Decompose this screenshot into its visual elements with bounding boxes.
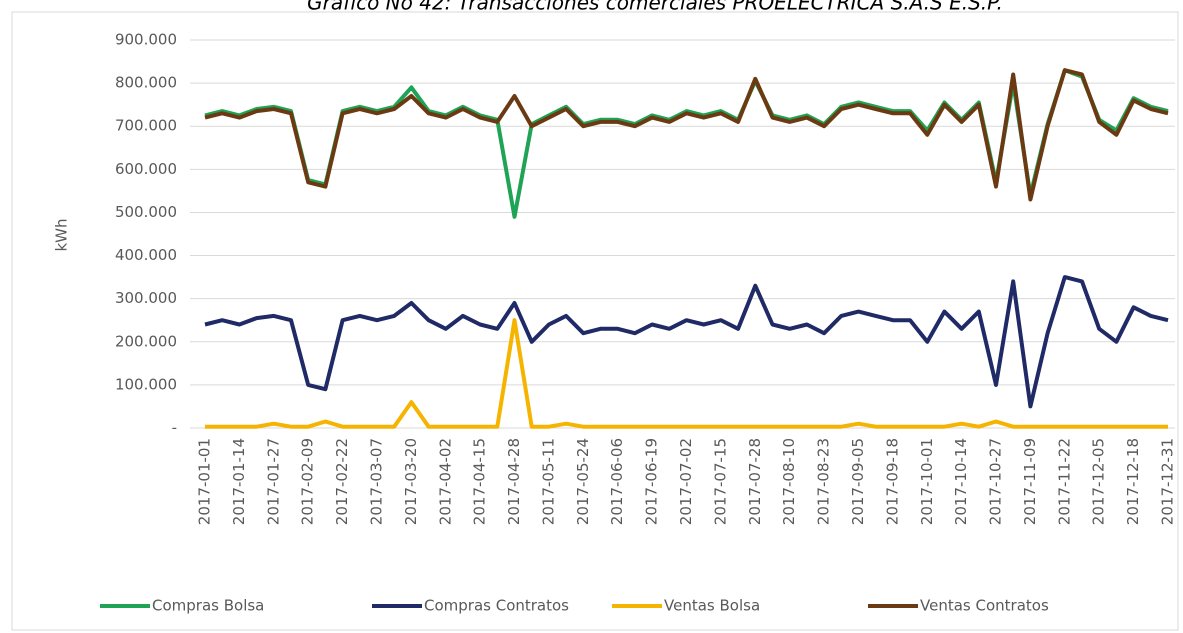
chart-title: Gráfico No 42: Transacciones comerciales… xyxy=(307,0,1003,15)
y-tick-label: - xyxy=(172,419,177,437)
y-tick-label: 900.000 xyxy=(115,31,177,49)
x-tick-label: 2017-04-02 xyxy=(436,438,454,525)
legend-label: Compras Contratos xyxy=(424,597,569,615)
x-tick-label: 2017-04-28 xyxy=(505,438,523,525)
y-axis-label: kWh xyxy=(53,218,71,251)
y-tick-label: 700.000 xyxy=(115,117,177,135)
x-tick-label: 2017-04-15 xyxy=(471,438,489,525)
x-tick-label: 2017-05-24 xyxy=(574,438,592,525)
x-tick-label: 2017-07-02 xyxy=(677,438,695,525)
x-tick-label: 2017-03-20 xyxy=(402,438,420,525)
series-line xyxy=(204,275,1169,409)
y-tick-label: 200.000 xyxy=(115,332,177,350)
y-tick-label: 800.000 xyxy=(115,74,177,92)
chart-frame xyxy=(11,11,1179,631)
x-tick-label: 2017-11-09 xyxy=(1021,438,1039,525)
x-tick-label: 2017-12-18 xyxy=(1124,438,1142,525)
x-tick-label: 2017-06-19 xyxy=(643,438,661,525)
y-tick-label: 600.000 xyxy=(115,160,177,178)
x-tick-label: 2017-09-18 xyxy=(883,438,901,525)
y-tick-label: 100.000 xyxy=(115,375,177,393)
x-tick-label: 2017-08-10 xyxy=(780,438,798,525)
x-tick-label: 2017-01-01 xyxy=(196,438,214,525)
x-tick-label: 2017-02-22 xyxy=(333,438,351,525)
x-tick-label: 2017-03-07 xyxy=(367,438,385,525)
series-line xyxy=(205,318,1168,429)
x-tick-label: 2017-01-27 xyxy=(264,438,282,525)
x-tick-label: 2017-12-05 xyxy=(1090,438,1108,525)
x-tick-label: 2017-01-14 xyxy=(230,438,248,525)
x-tick-label: 2017-05-11 xyxy=(539,438,557,525)
x-tick-label: 2017-07-15 xyxy=(711,438,729,525)
legend-label: Ventas Contratos xyxy=(920,597,1049,615)
x-tick-label: 2017-02-09 xyxy=(299,438,317,525)
y-tick-label: 500.000 xyxy=(115,203,177,221)
y-tick-label: 300.000 xyxy=(115,289,177,307)
x-tick-label: 2017-07-28 xyxy=(746,438,764,525)
x-tick-label: 2017-12-31 xyxy=(1159,438,1177,525)
x-tick-label: 2017-10-27 xyxy=(987,438,1005,525)
x-tick-label: 2017-06-06 xyxy=(608,438,626,525)
legend-label: Compras Bolsa xyxy=(152,597,264,615)
x-tick-label: 2017-08-23 xyxy=(815,438,833,525)
series-line xyxy=(204,68,1169,202)
y-tick-label: 400.000 xyxy=(115,246,177,264)
x-tick-label: 2017-10-14 xyxy=(952,438,970,525)
x-tick-label: 2017-11-22 xyxy=(1055,438,1073,525)
x-tick-label: 2017-09-05 xyxy=(849,438,867,525)
x-tick-label: 2017-10-01 xyxy=(918,438,936,525)
legend-label: Ventas Bolsa xyxy=(664,597,760,615)
